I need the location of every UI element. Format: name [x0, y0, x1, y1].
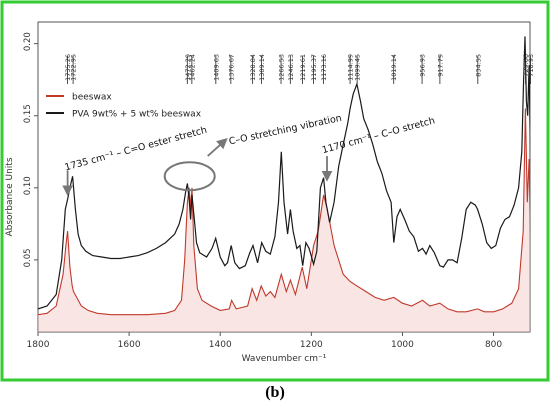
- y-tick-label: 0.10: [23, 176, 33, 195]
- y-tick-label: 0.20: [23, 32, 33, 51]
- figure-caption: (b): [265, 384, 285, 401]
- peak-label: 1462.24: [188, 54, 196, 81]
- peak-label: 1376.67: [227, 54, 235, 81]
- green-frame: [0, 0, 550, 382]
- peak-label: 834.55: [474, 54, 482, 77]
- beeswax-fill: [38, 108, 530, 332]
- peak-label: 1472.29: [184, 54, 192, 81]
- series-line-beeswax: [38, 108, 530, 316]
- x-tick-label: 800: [485, 340, 502, 350]
- x-tick-label: 1400: [209, 340, 232, 350]
- plot-area: [37, 21, 531, 333]
- peak-label: 1409.63: [212, 54, 220, 81]
- series-layer: [38, 36, 530, 332]
- peak-label: 718.93: [527, 54, 535, 77]
- x-tick-label: 1600: [118, 340, 141, 350]
- x-tick-label: 1200: [300, 340, 323, 350]
- legend-label: beeswax: [72, 93, 112, 103]
- peak-label: 1309.14: [258, 54, 266, 81]
- peak-label: 1328.84: [249, 54, 257, 81]
- legend-label: PVA 9wt% + 5 wt% beeswax: [72, 110, 202, 120]
- x-axis-label: Wavenumber cm⁻¹: [242, 354, 327, 364]
- peak-label: 1099.45: [354, 54, 362, 81]
- annotation-ellipse: [163, 161, 216, 192]
- peak-label: 1246.13: [287, 54, 295, 81]
- y-tick-label: 0.15: [23, 104, 33, 123]
- annotation-arrow: [207, 138, 228, 157]
- peak-label: 1173.16: [320, 54, 328, 81]
- peak-label: 1114.99: [347, 54, 355, 81]
- y-tick-label: 0.05: [23, 248, 33, 267]
- peak-label: 729.66: [522, 54, 530, 77]
- peak-label: 1266.53: [278, 54, 286, 81]
- ftir-spectrum-chart: 1800 1600 1400 1200 1000 800 0.05 0.10 0.15 0.20 W…: [5, 21, 535, 364]
- peak-label: 1195.37: [310, 54, 318, 81]
- series-line-pva-beeswax: [38, 36, 530, 310]
- peak-label: 1219.61: [299, 54, 307, 81]
- x-tick-label: 1800: [27, 340, 50, 350]
- peak-label: 1722.95: [70, 54, 78, 81]
- peak-label: 1735.26: [64, 54, 72, 81]
- y-axis-label: Absorbance Units: [5, 157, 15, 236]
- peak-label: 1019.14: [390, 54, 398, 81]
- peak-label: 956.93: [419, 54, 427, 77]
- x-tick-label: 1000: [391, 340, 414, 350]
- peak-label: 917.79: [436, 54, 444, 77]
